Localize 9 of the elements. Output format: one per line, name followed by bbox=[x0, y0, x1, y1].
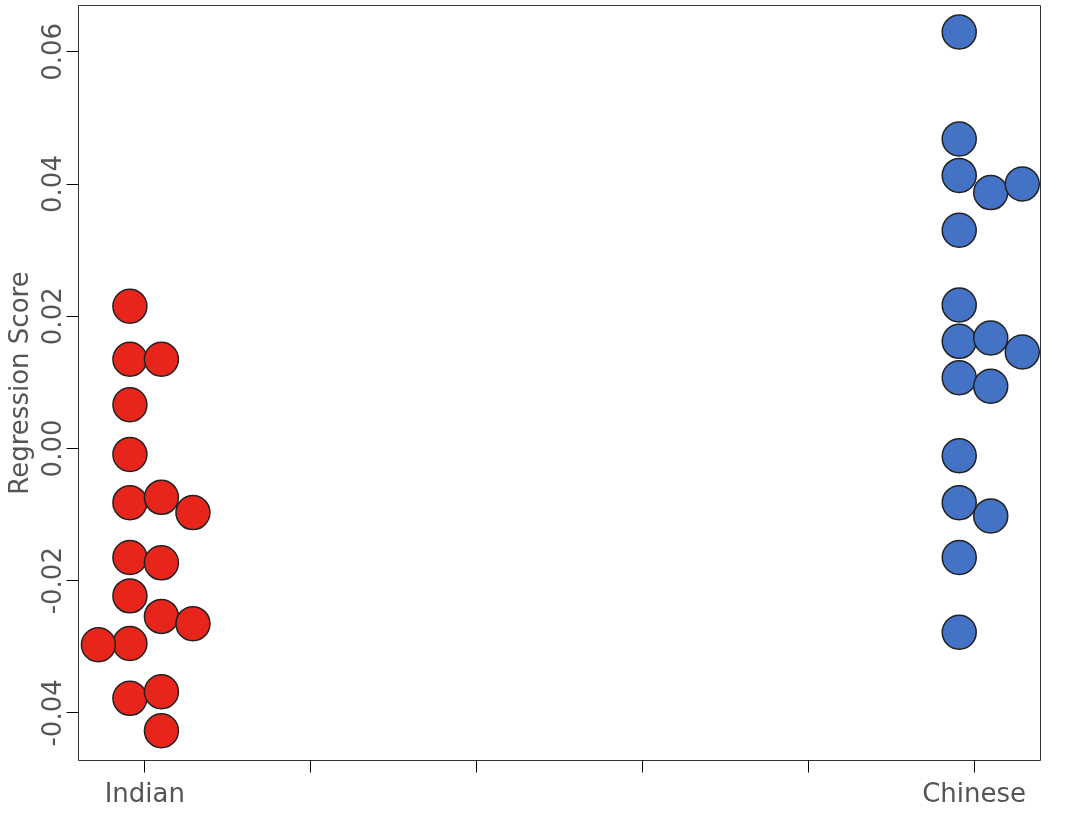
x-tick-label: Indian bbox=[104, 777, 185, 808]
y-tick-label: -0.02 bbox=[37, 547, 68, 615]
y-tick-label: 0.06 bbox=[37, 22, 68, 81]
y-tick-label: 0.00 bbox=[37, 419, 68, 478]
x-tick-label: Chinese bbox=[922, 777, 1027, 808]
y-tick-label: 0.02 bbox=[37, 287, 68, 346]
y-tick-label: 0.04 bbox=[37, 155, 68, 213]
y-axis-title: Regression Score bbox=[3, 271, 34, 495]
y-tick-label: -0.04 bbox=[37, 679, 68, 747]
